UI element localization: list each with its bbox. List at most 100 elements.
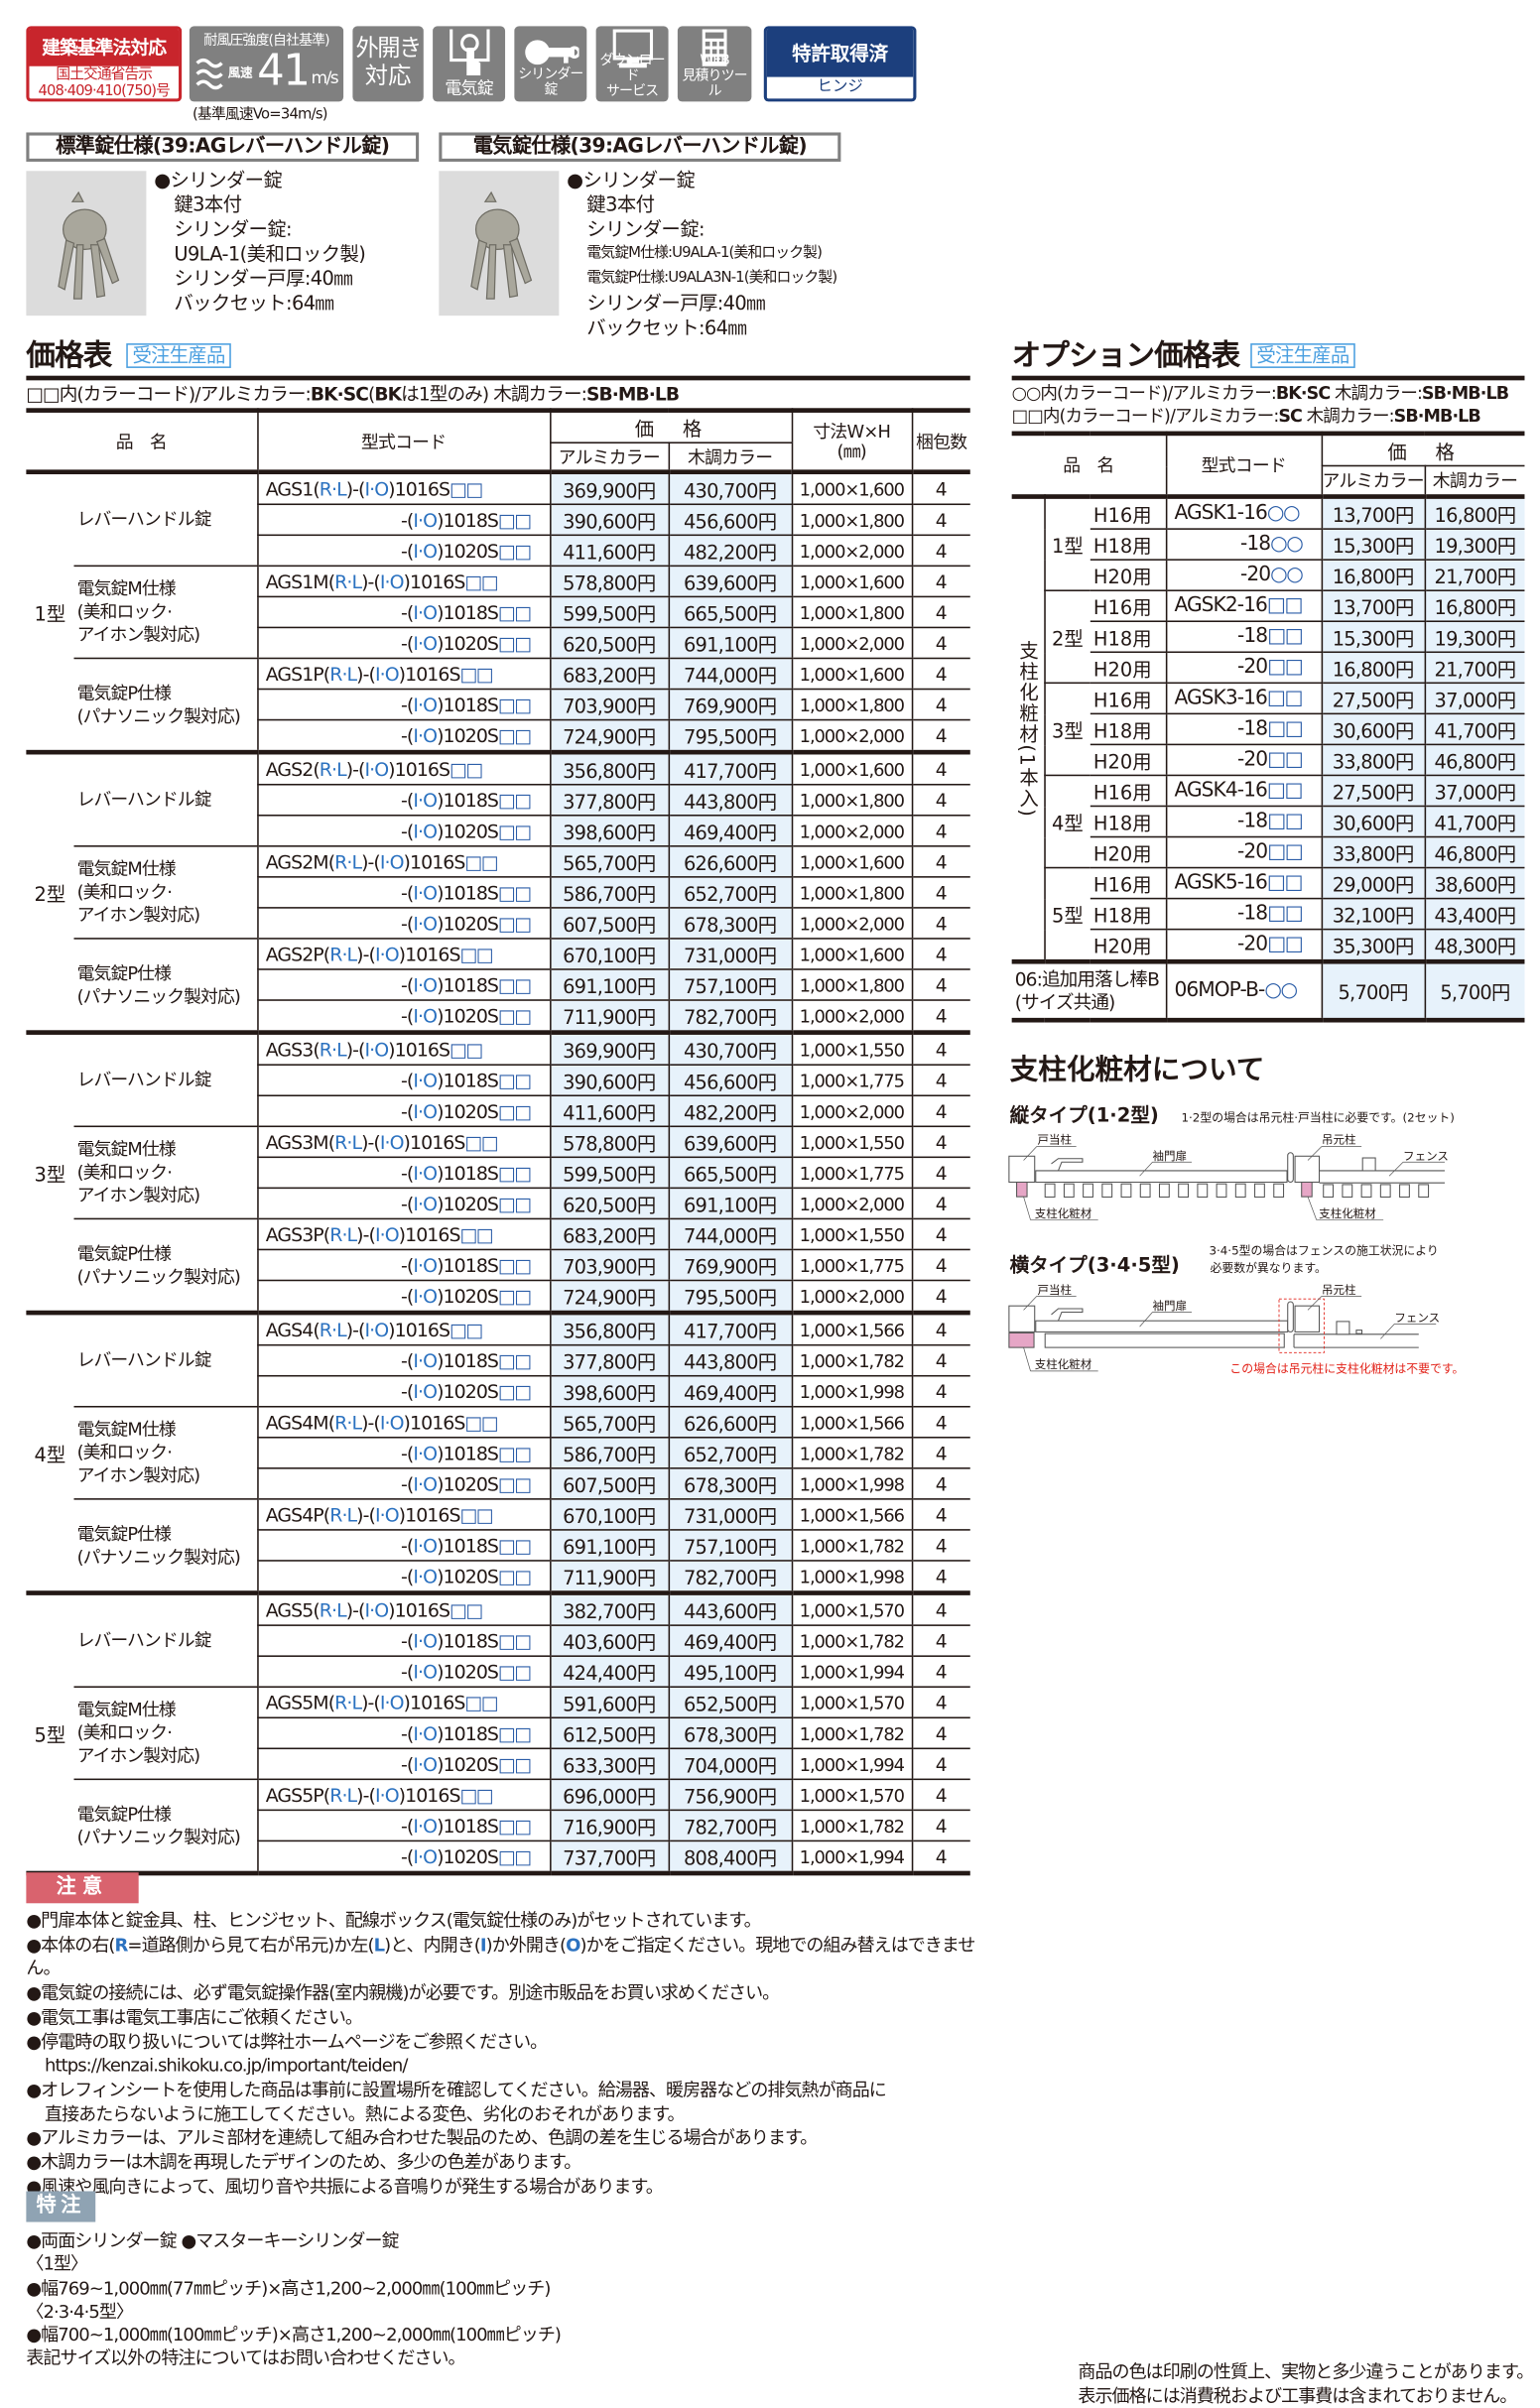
- table-row: -(I·O)1020S□□ 711,900円 782,700円 1,000×1,998…: [26, 1560, 970, 1595]
- model-code: AGS4M(R·L)-(I·O)1016S□□: [256, 1406, 551, 1439]
- size-code: 1018S: [443, 973, 499, 996]
- dimensions: 1,000×1,782: [790, 1625, 912, 1657]
- dimensions: 1,000×1,566: [790, 1498, 912, 1531]
- product-name-line: レバーハンドル錠: [76, 1069, 212, 1090]
- alu-price: 737,700円: [549, 1840, 669, 1876]
- text-segment: )かをご指定ください。現地での組み替えはできません。: [26, 1933, 975, 1979]
- size-code: 1018S: [443, 1721, 499, 1744]
- model-code: -(I·O)1018S□□: [256, 1065, 551, 1097]
- color-code-box: □□: [464, 850, 499, 873]
- paren: -(: [401, 1629, 414, 1652]
- opening-direction-code: I·O: [413, 1099, 438, 1122]
- paren: -(: [367, 1691, 381, 1713]
- size-code: 1016S: [410, 850, 465, 873]
- highlight-text: L: [373, 1933, 385, 1956]
- table-row: 2型 レバーハンドル錠 AGS2(R·L)-(I·O)1016S□□ 356,800円…: [26, 752, 970, 1035]
- model-prefix: AGS1M: [265, 570, 329, 592]
- text-segment: ○○内(カラーコード)/アルミカラー:: [1011, 383, 1277, 404]
- color-code-box: □□: [1267, 840, 1304, 864]
- paren: -(: [401, 1380, 414, 1403]
- table-row: H20用 -20○○ 16,800円 21,700円: [1012, 560, 1525, 591]
- download-line1: ダウンロード: [599, 54, 665, 85]
- product-name-line: 06:追加用落し棒B: [1014, 967, 1160, 990]
- color-code-box: □□: [498, 694, 532, 715]
- model-prefix: AGS2P: [265, 943, 324, 965]
- color-code-box: □□: [498, 1193, 532, 1214]
- color-code-box: □□: [498, 820, 532, 842]
- wood-price: 21,700円: [1423, 652, 1525, 685]
- alu-price: 683,200円: [549, 658, 669, 691]
- alu-price: 30,600円: [1320, 713, 1425, 746]
- highlight-text: R: [114, 1933, 129, 1956]
- package-qty: 4: [911, 1779, 970, 1812]
- wood-price: 456,600円: [667, 504, 792, 537]
- text-segment: SB·MB·LB: [585, 383, 680, 406]
- model-code: -20○○: [1165, 560, 1322, 591]
- package-qty: 4: [911, 1560, 970, 1595]
- alu-price: 356,800円: [549, 1313, 669, 1346]
- header-code: 型式コード: [256, 410, 551, 475]
- wood-price: 456,600円: [667, 1065, 792, 1097]
- product-name-line: アイホン製対応): [76, 1184, 201, 1206]
- stop-post: [1008, 1154, 1035, 1183]
- model-prefix: AGS4: [265, 1319, 315, 1341]
- height-cell: H20用: [1090, 744, 1166, 777]
- wood-price: 469,400円: [667, 1375, 792, 1408]
- model-code-text: AGSK3-16: [1174, 687, 1267, 710]
- fence-fitting: [1355, 1329, 1362, 1333]
- paren: ): [345, 477, 353, 500]
- alu-price: 711,900円: [549, 1560, 669, 1595]
- web-estimate-badge: WEB 見積りツール: [677, 26, 752, 102]
- dimensions: 1,000×2,000: [790, 719, 912, 755]
- paren: ): [437, 1380, 444, 1403]
- paren: ): [403, 850, 411, 873]
- package-qty: 4: [911, 1406, 970, 1439]
- color-code-box: □□: [498, 1254, 532, 1276]
- wood-price: 782,700円: [667, 1810, 792, 1842]
- paren: ): [437, 1752, 444, 1775]
- text-segment: BK·SC: [1275, 383, 1331, 404]
- alu-price: 15,300円: [1320, 621, 1425, 654]
- paren: -(: [367, 850, 381, 873]
- dimensions: 1,000×1,800: [790, 596, 912, 629]
- size-code: 1020S: [443, 632, 499, 654]
- wood-price: 41,700円: [1423, 713, 1525, 746]
- dimensions: 1,000×1,600: [790, 658, 912, 691]
- color-code-box: □□: [449, 477, 483, 500]
- key-set-image: [26, 171, 147, 317]
- table-row: 4型 H16用 AGSK4-16□□ 27,500円 37,000円: [1012, 775, 1525, 869]
- product-name-line: アイホン製対応): [76, 1744, 201, 1767]
- package-qty: 4: [911, 907, 970, 940]
- table-row: 5型 H16用 AGSK5-16□□ 29,000円 38,600円: [1012, 867, 1525, 964]
- wood-price: 691,100円: [667, 627, 792, 660]
- special-order-badge: 特注: [26, 2191, 96, 2222]
- opening-direction-code: I·O: [379, 570, 405, 592]
- opening-direction-code: I·O: [364, 477, 389, 500]
- size-code: 1016S: [405, 1503, 460, 1526]
- package-qty: 4: [911, 968, 970, 1001]
- paren: ): [437, 1349, 444, 1372]
- package-qty: 4: [911, 1218, 970, 1251]
- paren: ): [437, 1629, 444, 1652]
- paren: -(: [401, 1442, 414, 1464]
- wood-price: 769,900円: [667, 689, 792, 721]
- size-code: 1018S: [443, 1161, 499, 1184]
- paren: ): [361, 1130, 368, 1153]
- color-code-box: □□: [498, 1752, 532, 1775]
- model-code: -18□□: [1165, 713, 1322, 746]
- model-code: -(I·O)1020S□□: [256, 1467, 551, 1500]
- wind-title: 耐風圧強度(自社基準): [203, 34, 329, 50]
- paren: (: [322, 1503, 330, 1526]
- spec-line: 鍵3本付: [174, 192, 242, 216]
- product-name-line: 電気錠M仕様: [76, 857, 177, 880]
- paren: -(: [362, 1503, 376, 1526]
- type-cell: 4型: [26, 1313, 74, 1595]
- package-qty: 4: [911, 1095, 970, 1128]
- model-code: AGS1M(R·L)-(I·O)1016S□□: [256, 566, 551, 598]
- size-code: 1016S: [394, 1038, 450, 1061]
- hinge-post: [1294, 1154, 1320, 1183]
- text-segment: BK·SC: [310, 383, 369, 406]
- dimensions: 1,000×2,000: [790, 1000, 912, 1035]
- model-code: -(I·O)1020S□□: [256, 1656, 551, 1688]
- dimensions: 1,000×1,566: [790, 1313, 912, 1346]
